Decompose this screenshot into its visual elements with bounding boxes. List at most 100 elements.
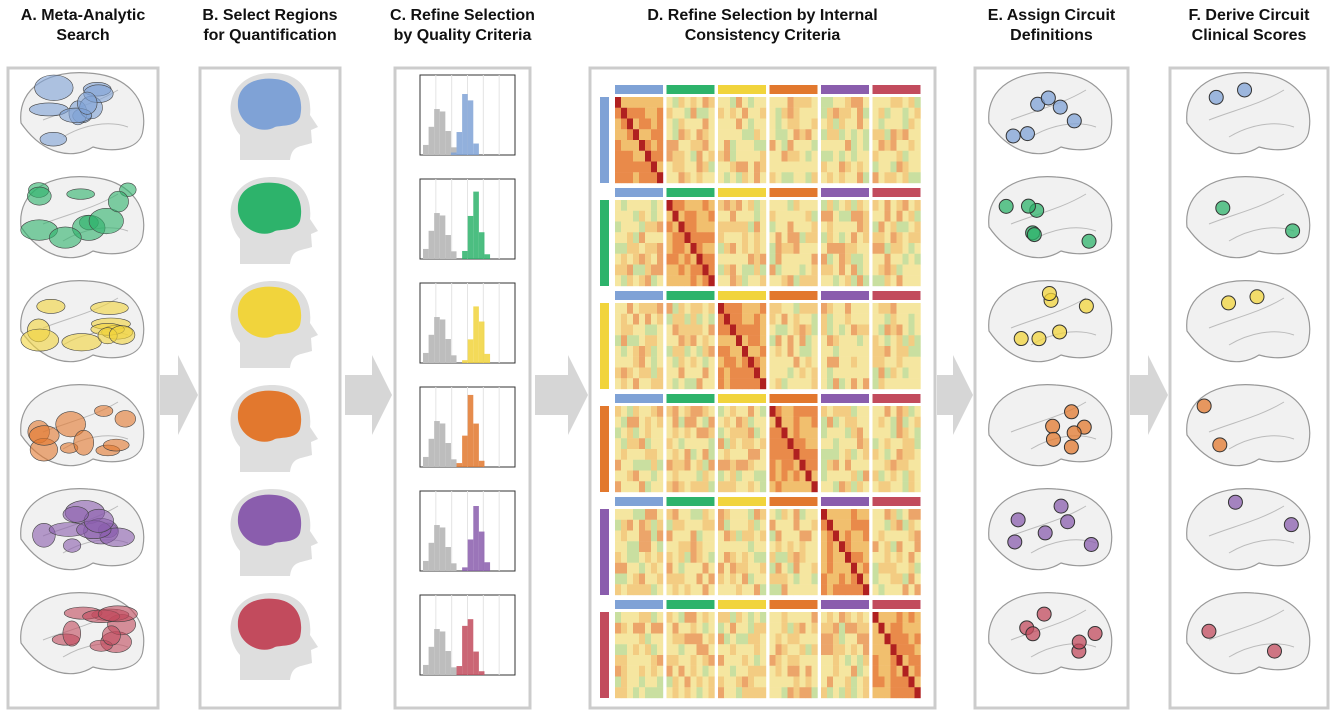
matrix-cell xyxy=(903,574,909,585)
matrix-cell xyxy=(863,140,869,151)
matrix-cell xyxy=(657,119,663,130)
matrix-cell xyxy=(897,368,903,379)
matrix-cell xyxy=(794,243,800,254)
matrix-cell xyxy=(782,314,788,325)
matrix-cell xyxy=(667,509,673,520)
matrix-cell xyxy=(897,335,903,346)
matrix-cell xyxy=(736,644,742,655)
histogram-bar-gray xyxy=(434,213,440,259)
matrix-cell xyxy=(857,460,863,471)
matrix-cell xyxy=(697,357,703,368)
matrix-cell xyxy=(806,243,812,254)
histogram-bar xyxy=(473,306,479,363)
matrix-cell xyxy=(851,162,857,173)
matrix-cell xyxy=(679,97,685,108)
matrix-cell xyxy=(827,303,833,314)
matrix-cell xyxy=(685,172,691,183)
matrix-cell xyxy=(821,563,827,574)
matrix-cell xyxy=(863,108,869,119)
matrix-cell xyxy=(760,368,766,379)
matrix-cell xyxy=(703,140,709,151)
matrix-cell xyxy=(776,531,782,542)
matrix-cell xyxy=(621,509,627,520)
matrix-cell xyxy=(851,460,857,471)
matrix-cell xyxy=(863,481,869,492)
matrix-cell xyxy=(851,520,857,531)
matrix-cell xyxy=(633,254,639,265)
matrix-cell xyxy=(794,460,800,471)
region-node xyxy=(1067,426,1081,440)
matrix-cell xyxy=(685,265,691,276)
matrix-cell xyxy=(718,211,724,222)
histogram-bar-gray xyxy=(451,251,457,259)
matrix-cell xyxy=(709,172,715,183)
matrix-cell xyxy=(863,243,869,254)
matrix-cell xyxy=(776,471,782,482)
matrix-cell xyxy=(873,243,879,254)
matrix-cell xyxy=(788,97,794,108)
matrix-cell xyxy=(833,254,839,265)
matrix-cell xyxy=(873,509,879,520)
matrix-cell xyxy=(833,406,839,417)
matrix-cell xyxy=(770,687,776,698)
region-node xyxy=(1053,100,1067,114)
matrix-cell xyxy=(748,438,754,449)
matrix-cell xyxy=(730,509,736,520)
matrix-cell xyxy=(891,574,897,585)
matrix-cell xyxy=(730,417,736,428)
histogram-bar-gray xyxy=(445,131,451,155)
matrix-cell xyxy=(679,162,685,173)
matrix-cell xyxy=(827,623,833,634)
matrix-cell xyxy=(667,634,673,645)
matrix-cell xyxy=(742,655,748,666)
matrix-cell xyxy=(697,314,703,325)
matrix-cell xyxy=(651,346,657,357)
matrix-cell xyxy=(673,243,679,254)
matrix-cell xyxy=(691,574,697,585)
matrix-cell xyxy=(851,275,857,286)
matrix-cell xyxy=(627,471,633,482)
matrix-cell xyxy=(800,303,806,314)
histogram-bar xyxy=(484,254,490,259)
matrix-cell xyxy=(639,655,645,666)
matrix-cell xyxy=(821,584,827,595)
matrix-cell xyxy=(903,438,909,449)
matrix-cell xyxy=(827,254,833,265)
matrix-cell xyxy=(776,428,782,439)
matrix-cell xyxy=(673,687,679,698)
matrix-cell xyxy=(800,325,806,336)
matrix-cell xyxy=(673,584,679,595)
histogram-bar xyxy=(468,619,474,675)
matrix-cell xyxy=(639,108,645,119)
matrix-cell xyxy=(748,200,754,211)
matrix-cell xyxy=(812,140,818,151)
matrix-cell xyxy=(754,325,760,336)
matrix-cell xyxy=(697,612,703,623)
matrix-cell xyxy=(709,314,715,325)
matrix-cell xyxy=(782,222,788,233)
matrix-cell xyxy=(833,303,839,314)
brain-outline xyxy=(989,73,1112,154)
matrix-cell xyxy=(782,254,788,265)
matrix-cell xyxy=(754,634,760,645)
column-bar xyxy=(667,85,715,94)
matrix-cell xyxy=(794,531,800,542)
matrix-cell xyxy=(673,417,679,428)
matrix-cell xyxy=(724,254,730,265)
matrix-cell xyxy=(770,140,776,151)
matrix-cell xyxy=(915,314,921,325)
matrix-cell xyxy=(645,531,651,542)
matrix-cell xyxy=(718,655,724,666)
matrix-cell xyxy=(748,97,754,108)
matrix-cell xyxy=(897,140,903,151)
matrix-cell xyxy=(770,97,776,108)
matrix-cell xyxy=(621,541,627,552)
matrix-cell xyxy=(627,254,633,265)
panel-title: Search xyxy=(56,27,109,44)
matrix-cell xyxy=(833,449,839,460)
matrix-cell xyxy=(833,162,839,173)
matrix-cell xyxy=(685,314,691,325)
matrix-cell xyxy=(885,563,891,574)
matrix-cell xyxy=(645,119,651,130)
flow-arrow xyxy=(1130,355,1168,435)
